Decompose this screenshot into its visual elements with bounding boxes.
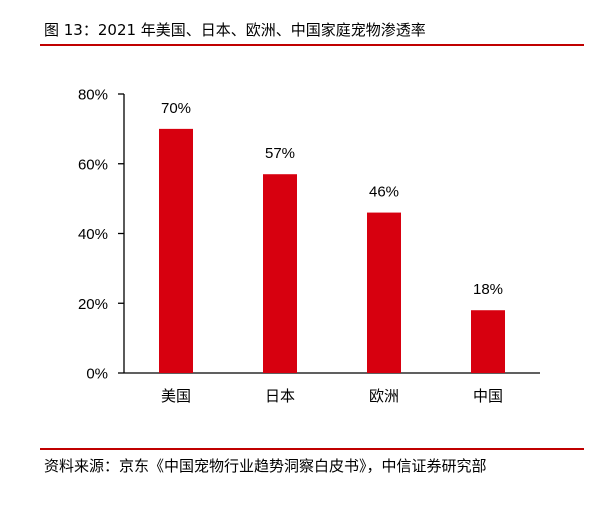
source-note: 资料来源：京东《中国宠物行业趋势洞察白皮书》，中信证券研究部	[44, 457, 487, 475]
y-tick-label: 40%	[78, 226, 108, 243]
chart-canvas: 0% 20% 40% 60% 80% 70% 美国 57% 日本 46% 欧洲 18% 中国	[78, 87, 540, 405]
x-tick-label: 日本	[265, 387, 295, 405]
x-tick-label: 中国	[473, 387, 503, 405]
bar-chart: 0% 20% 40% 60% 80% 70% 美国 57% 日本 46% 欧洲 18% 中国	[0, 60, 600, 430]
y-tick-label: 20%	[78, 296, 108, 313]
footer-divider	[40, 448, 584, 450]
bar	[263, 174, 297, 373]
x-tick-label: 美国	[161, 387, 191, 405]
y-tick-label: 60%	[78, 156, 108, 173]
bar	[159, 128, 193, 373]
x-tick-label: 欧洲	[369, 387, 399, 405]
y-tick-label: 0%	[86, 366, 108, 383]
y-tick-label: 80%	[78, 87, 108, 104]
data-label: 18%	[473, 281, 503, 298]
figure-title: 图 13：2021 年美国、日本、欧洲、中国家庭宠物渗透率	[44, 21, 426, 39]
data-label: 46%	[369, 184, 399, 201]
data-label: 57%	[265, 145, 295, 162]
bar	[471, 310, 505, 373]
title-divider	[40, 44, 584, 46]
data-label: 70%	[161, 100, 191, 117]
bar	[367, 212, 401, 373]
